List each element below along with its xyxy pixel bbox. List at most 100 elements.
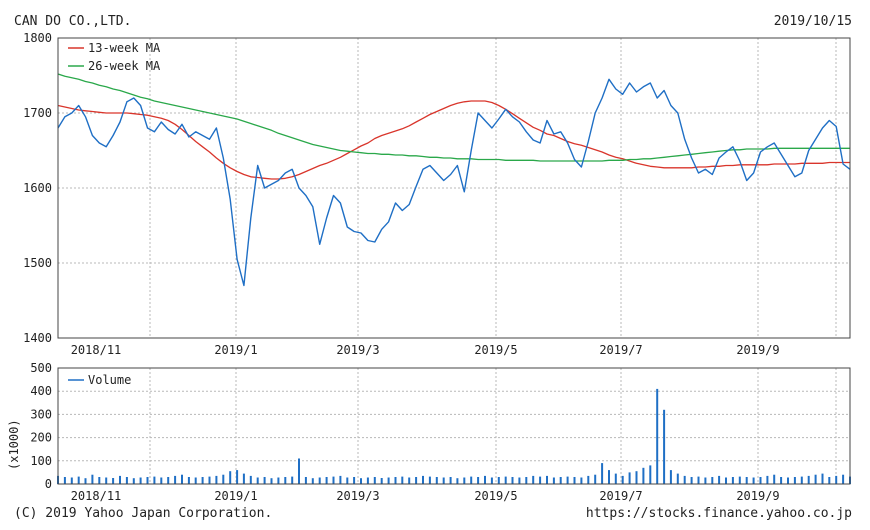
volume-x-tick-label: 2018/11 <box>71 489 122 503</box>
price-x-tick-label: 2019/7 <box>599 343 642 357</box>
volume-bar <box>339 475 342 484</box>
volume-x-tick-label: 2019/9 <box>736 489 779 503</box>
volume-bar <box>208 476 211 484</box>
volume-bar <box>70 477 73 484</box>
volume-bar <box>490 477 493 484</box>
volume-x-tick-label: 2019/5 <box>474 489 517 503</box>
price-y-tick-label: 1600 <box>23 181 52 195</box>
volume-bar <box>304 477 307 484</box>
volume-bar <box>284 477 287 484</box>
volume-bar <box>484 475 486 484</box>
volume-x-tick-label: 2019/3 <box>336 489 379 503</box>
volume-bar <box>676 473 679 484</box>
volume-bar <box>222 474 225 484</box>
volume-bar <box>449 477 452 484</box>
price-y-axis: 1400 1500 1600 1700 1800 <box>23 31 52 345</box>
legend-label-volume: Volume <box>88 373 131 387</box>
volume-bar <box>587 475 590 484</box>
volume-bar <box>442 477 445 484</box>
volume-bar <box>181 474 183 484</box>
volume-bar <box>601 463 604 484</box>
price-frame <box>57 37 851 339</box>
volume-bar <box>249 475 252 484</box>
volume-bar <box>463 477 466 484</box>
volume-bar <box>63 477 66 484</box>
volume-plot <box>57 388 851 484</box>
volume-y-tick-label: 400 <box>30 384 52 398</box>
volume-grid <box>58 368 850 484</box>
price-grid <box>58 38 850 338</box>
price-y-tick-label: 1500 <box>23 256 52 270</box>
volume-bar <box>649 465 652 484</box>
volume-bar <box>532 475 535 484</box>
volume-bar <box>807 475 810 484</box>
price-x-tick-label: 2019/3 <box>336 343 379 357</box>
volume-bar <box>690 477 693 484</box>
volume-bar <box>91 474 94 484</box>
volume-bar <box>174 475 177 484</box>
price-x-tick-label: 2018/11 <box>71 343 122 357</box>
volume-bar <box>428 476 431 484</box>
volume-bar <box>718 475 721 484</box>
legend-label-13-week-ma: 13-week MA <box>88 41 161 55</box>
volume-bar <box>752 477 755 484</box>
volume-bar <box>242 473 245 484</box>
volume-bar <box>745 477 748 484</box>
volume-bar <box>552 477 555 484</box>
volume-bar <box>201 477 204 484</box>
volume-bar <box>594 474 597 484</box>
volume-bar <box>387 477 390 484</box>
volume-bar <box>263 477 266 484</box>
chart-date: 2019/10/15 <box>773 14 852 29</box>
copyright-text: (C) 2019 Yahoo Japan Corporation. <box>14 506 273 521</box>
volume-bar <box>504 476 507 484</box>
volume-bar <box>112 478 115 484</box>
volume-bar <box>800 476 803 484</box>
volume-bar <box>738 476 741 484</box>
volume-bar <box>470 476 473 484</box>
volume-bar <box>766 475 769 484</box>
legend-label-26-week-ma: 26-week MA <box>88 59 161 73</box>
volume-bar <box>401 476 404 484</box>
volume-bar <box>725 477 727 484</box>
volume-bar <box>236 470 239 484</box>
volume-bar <box>697 476 700 484</box>
volume-bar <box>160 477 163 484</box>
volume-bar <box>842 474 845 484</box>
volume-y-tick-label: 100 <box>30 454 52 468</box>
volume-bar <box>787 477 789 484</box>
volume-bar <box>311 478 314 484</box>
price-line <box>57 78 851 287</box>
volume-y-tick-label: 500 <box>30 361 52 375</box>
volume-bar <box>153 476 156 484</box>
price-y-tick-label: 1800 <box>23 31 52 45</box>
volume-bar <box>346 477 349 484</box>
volume-bar <box>187 477 190 484</box>
volume-bar <box>525 477 528 484</box>
volume-bar <box>256 477 259 484</box>
volume-bar <box>614 473 617 484</box>
volume-bar <box>608 470 610 484</box>
volume-bar <box>518 477 521 484</box>
volume-bar <box>167 477 170 484</box>
volume-frame <box>57 367 851 485</box>
volume-bar <box>573 477 576 484</box>
price-y-tick-label: 1700 <box>23 106 52 120</box>
volume-bar <box>77 476 80 484</box>
volume-bar <box>84 478 87 484</box>
volume-bar <box>146 477 149 484</box>
volume-x-axis: 2018/11 2019/1 2019/3 2019/5 2019/7 2019/9 <box>71 489 780 503</box>
volume-legend: Volume <box>68 373 131 387</box>
volume-bar <box>828 477 831 484</box>
volume-bar <box>318 477 321 484</box>
company-name: CAN DO CO.,LTD. <box>14 14 132 29</box>
volume-bar <box>642 467 645 484</box>
volume-y-tick-label: 0 <box>45 477 52 491</box>
volume-bar <box>793 477 796 484</box>
volume-bar <box>580 477 583 484</box>
volume-bar <box>139 477 142 484</box>
volume-bar <box>663 409 666 484</box>
volume-bar <box>635 471 638 484</box>
price-legend: 13-week MA 26-week MA <box>68 41 161 73</box>
volume-bar <box>291 476 294 484</box>
